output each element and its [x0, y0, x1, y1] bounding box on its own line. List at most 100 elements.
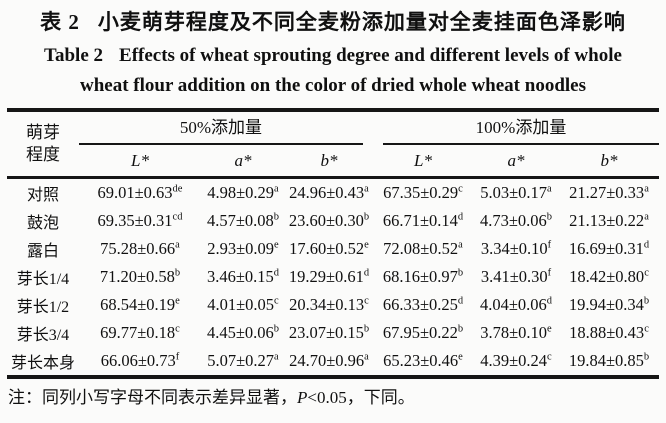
significance-letter: f	[547, 267, 552, 279]
value-cell: 4.98±0.29a	[201, 178, 285, 208]
significance-letter: b	[273, 323, 279, 335]
row-label: 芽长1/2	[16, 299, 70, 316]
value-cell: 16.69±0.31d	[559, 235, 659, 263]
table-row: 对照 69.01±0.63de 4.98±0.29a 24.96±0.43a 67.35…	[7, 178, 659, 208]
cell-value: 3.34±0.10	[480, 239, 548, 258]
significance-letter: b	[363, 211, 370, 223]
cell-value: 24.96±0.43	[289, 183, 365, 202]
cell-value: 68.16±0.97	[382, 267, 458, 286]
value-cell: 24.96±0.43a	[285, 178, 373, 208]
row-header-cell: 萌芽 程度	[6, 110, 79, 179]
value-cell: 71.20±0.58b	[79, 263, 201, 291]
cell-value: 67.95±0.22	[382, 323, 458, 342]
table-title-zh-text: 小麦萌芽程度及不同全麦粉添加量对全麦挂面色泽影响	[97, 10, 626, 34]
value-cell: 17.60±0.52e	[285, 235, 373, 263]
cell-value: 3.46±0.15	[206, 267, 274, 286]
significance-letter: a	[364, 183, 369, 195]
table-body: 对照 69.01±0.63de 4.98±0.29a 24.96±0.43a 67.35…	[7, 178, 659, 378]
value-cell: 67.35±0.29c	[373, 178, 473, 208]
value-cell: 3.34±0.10f	[473, 235, 559, 263]
value-cell: 4.39±0.24c	[473, 347, 559, 377]
footnote-text: 注：同列小写字母不同表示差异显著，	[8, 388, 297, 407]
cell-value: 2.93±0.09	[207, 239, 275, 258]
cell-value: 21.27±0.33	[569, 183, 645, 202]
value-cell: 19.29±0.61d	[285, 263, 373, 291]
significance-letter: b	[457, 267, 464, 279]
value-cell: 3.78±0.10e	[473, 319, 559, 347]
cell-value: 4.98±0.29	[207, 183, 275, 202]
cell-value: 69.35±0.31	[97, 211, 173, 230]
cell-value: 21.13±0.22	[569, 211, 645, 230]
value-cell: 18.88±0.43c	[559, 319, 659, 347]
significance-letter: de	[172, 183, 183, 195]
cell-value: 16.69±0.31	[568, 239, 644, 258]
value-cell: 67.95±0.22b	[373, 319, 473, 347]
value-cell: 72.08±0.52a	[373, 235, 473, 263]
significance-letter: a	[547, 183, 552, 195]
group-header-row: 萌芽 程度 50%添加量 100%添加量	[6, 110, 660, 179]
cell-value: 69.01±0.63	[97, 183, 173, 202]
significance-letter: e	[364, 239, 369, 251]
data-table: 萌芽 程度 50%添加量 100%添加量 L* a* b* L* a* b* 对…	[6, 108, 660, 379]
col-header-a-50: a*	[200, 146, 285, 179]
value-cell: 20.34±0.13c	[285, 291, 373, 319]
col-header-b-50: b*	[284, 146, 373, 179]
value-cell: 4.01±0.05c	[201, 291, 285, 319]
significance-letter: c	[644, 323, 649, 335]
value-cell: 5.03±0.17a	[473, 178, 559, 208]
cell-value: 67.35±0.29	[383, 183, 459, 202]
value-cell: 69.77±0.18c	[79, 319, 201, 347]
table-title-en-text1: Effects of wheat sprouting degree and di…	[119, 45, 622, 66]
value-cell: 65.23±0.46e	[373, 347, 473, 377]
significance-letter: a	[274, 183, 279, 195]
significance-letter: a	[458, 239, 463, 251]
significance-letter: c	[364, 295, 369, 307]
value-cell: 3.46±0.15d	[201, 263, 285, 291]
cell-value: 71.20±0.58	[99, 267, 175, 286]
col-header-L-100: L*	[372, 146, 473, 179]
significance-letter: b	[174, 267, 181, 279]
significance-letter: b	[273, 211, 279, 223]
value-cell: 69.35±0.31cd	[79, 207, 201, 235]
cell-value: 4.73±0.06	[479, 211, 547, 230]
table-title-zh: 表 2 小麦萌芽程度及不同全麦粉添加量对全麦挂面色泽影响	[0, 7, 666, 37]
value-cell: 4.04±0.06d	[473, 291, 559, 319]
value-cell: 69.01±0.63de	[79, 178, 201, 208]
value-cell: 4.73±0.06b	[473, 207, 559, 235]
cell-value: 66.33±0.25	[382, 295, 458, 314]
row-header-line1: 萌芽	[25, 123, 60, 142]
cell-value: 3.78±0.10	[480, 323, 548, 342]
table-row: 露白 75.28±0.66a 2.93±0.09e 17.60±0.52e 72.08±…	[7, 235, 659, 263]
significance-letter: c	[547, 351, 552, 363]
table-footnote: 注：同列小写字母不同表示差异显著，P<0.05，下同。	[8, 386, 666, 410]
cell-value: 66.06±0.73	[100, 351, 176, 370]
cell-value: 4.45±0.06	[206, 323, 274, 342]
significance-letter: d	[363, 267, 370, 279]
cell-value: 19.94±0.34	[568, 295, 644, 314]
col-header-a-100: a*	[472, 146, 559, 179]
cell-value: 5.07±0.27	[207, 351, 275, 370]
value-cell: 66.71±0.14d	[373, 207, 473, 235]
table-head: 萌芽 程度 50%添加量 100%添加量 L* a* b* L* a* b*	[6, 110, 660, 179]
group-header-50-label: 50%添加量	[78, 113, 363, 145]
col-header-L-50: L*	[78, 146, 201, 179]
cell-value: 4.39±0.24	[480, 351, 548, 370]
table-row: 鼓泡 69.35±0.31cd 4.57±0.08b 23.60±0.30b 66.71…	[7, 207, 659, 235]
cell-value: 75.28±0.66	[100, 239, 176, 258]
significance-letter: d	[643, 239, 650, 251]
value-cell: 5.07±0.27a	[201, 347, 285, 377]
value-cell: 3.41±0.30f	[473, 263, 559, 291]
significance-letter: c	[175, 323, 180, 335]
cell-value: 69.77±0.18	[100, 323, 176, 342]
significance-letter: e	[458, 351, 463, 363]
value-cell: 23.07±0.15b	[285, 319, 373, 347]
row-label: 芽长1/4	[16, 271, 70, 288]
cell-value: 72.08±0.52	[383, 239, 459, 258]
significance-letter: a	[364, 351, 369, 363]
cell-value: 24.70±0.96	[289, 351, 365, 370]
footnote-p-symbol: P	[297, 388, 308, 407]
value-cell: 23.60±0.30b	[285, 207, 373, 235]
significance-letter: d	[546, 295, 553, 307]
value-cell: 66.06±0.73f	[79, 347, 201, 377]
